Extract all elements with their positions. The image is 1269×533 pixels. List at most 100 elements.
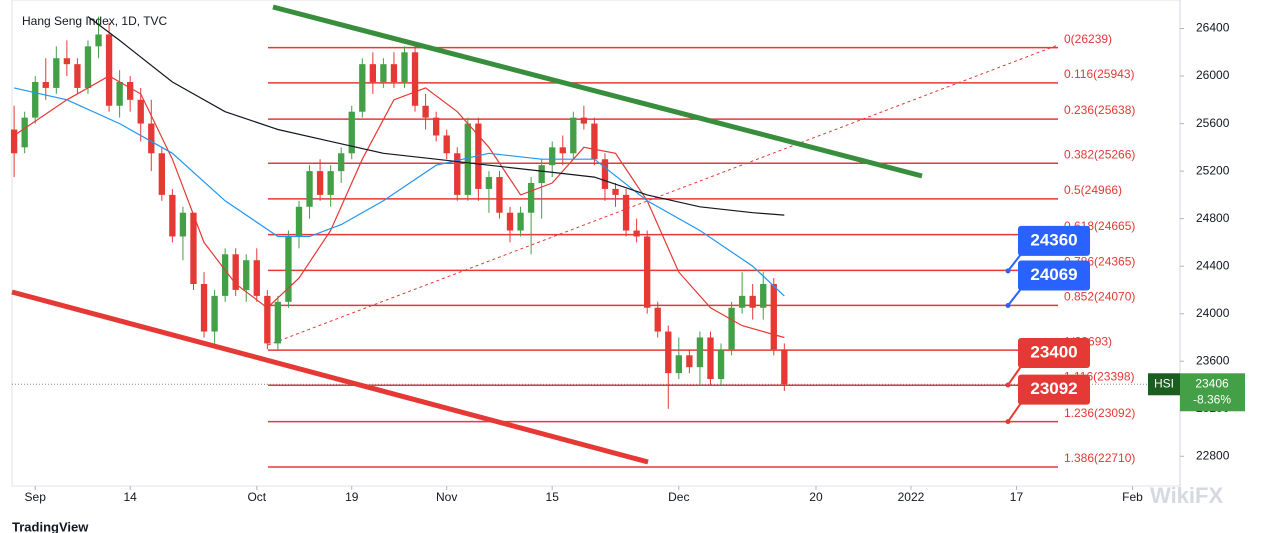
candle-body <box>95 34 102 47</box>
change-label: -8.36% <box>1193 392 1231 406</box>
candle-body <box>717 349 725 380</box>
candle-body <box>549 147 556 166</box>
y-tick-label: 22800 <box>1196 448 1230 462</box>
candle-body <box>105 34 113 106</box>
candle-body <box>738 295 746 308</box>
callout-anchor <box>1005 303 1011 309</box>
candle-body <box>348 111 355 154</box>
callout-anchor <box>1005 268 1011 274</box>
fib-label: 0(26239) <box>1064 32 1112 46</box>
candle-body <box>675 355 682 374</box>
candle-body <box>53 58 60 88</box>
callout-label: 24360 <box>1030 230 1077 249</box>
candle-body <box>517 212 524 231</box>
last-price-label: 23406 <box>1195 376 1229 390</box>
callout-connector <box>1007 286 1023 307</box>
candle-body <box>316 171 324 195</box>
callout-connector <box>1007 401 1023 423</box>
y-tick-label: 26000 <box>1196 68 1230 82</box>
fib-label: 1.236(23092) <box>1064 406 1135 420</box>
candle-body <box>665 331 672 374</box>
candle-body <box>200 283 208 332</box>
candle-body <box>591 123 598 160</box>
candle-body <box>781 349 788 385</box>
candle-body <box>21 117 28 148</box>
candle-body <box>580 117 588 124</box>
x-tick-label: 2022 <box>898 490 925 504</box>
candle-body <box>274 301 282 344</box>
x-tick-label: 15 <box>546 490 560 504</box>
candle-body <box>633 230 640 237</box>
fib-label: 1.386(22710) <box>1064 451 1135 465</box>
callout-box <box>1018 374 1090 405</box>
candle-body <box>116 81 123 106</box>
candle-body <box>485 177 493 189</box>
moving-average <box>87 16 785 216</box>
fib-label: 0.382(25266) <box>1064 147 1135 161</box>
candle-body <box>158 153 165 195</box>
candle-body <box>770 283 777 350</box>
callout-box <box>1018 337 1090 368</box>
candle-body <box>401 52 408 82</box>
candle-body <box>654 307 661 332</box>
callout-label: 24069 <box>1030 265 1077 284</box>
candle-body <box>527 182 535 213</box>
candle-body <box>63 58 71 65</box>
candle-body <box>644 236 651 308</box>
chart-title: Hang Seng Index, 1D, TVC <box>22 14 168 28</box>
fib-label: 0.5(24966) <box>1064 183 1122 197</box>
candle-body <box>622 194 630 231</box>
candle-body <box>264 295 271 344</box>
candle-body <box>338 153 345 172</box>
candle-body <box>137 99 144 124</box>
candle-body <box>179 212 187 237</box>
y-tick-label: 25600 <box>1196 116 1230 130</box>
trend-line-green <box>272 4 923 179</box>
trend-line-red <box>11 289 649 465</box>
candle-body <box>422 105 429 118</box>
callout-box <box>1018 260 1090 291</box>
candle-body <box>411 52 419 106</box>
candle-body <box>127 81 134 100</box>
symbol-badge <box>1148 373 1180 396</box>
candle-body <box>190 212 197 284</box>
candle-body <box>169 194 176 237</box>
candle-body <box>686 355 693 368</box>
x-tick-label: Oct <box>247 490 266 504</box>
callout-anchor <box>1005 419 1011 425</box>
x-tick-label: Dec <box>668 490 689 504</box>
plot-frame <box>11 0 1181 487</box>
candle-body <box>432 117 440 136</box>
y-tick-label: 24000 <box>1196 306 1230 320</box>
fib-label: 0.852(24070) <box>1064 290 1135 304</box>
candle-body <box>496 177 503 213</box>
y-tick-label: 24400 <box>1196 258 1230 272</box>
candle-body <box>570 117 577 154</box>
x-tick-label: Feb <box>1122 490 1143 504</box>
candle-body <box>506 212 514 231</box>
x-tick-label: 20 <box>809 490 823 504</box>
callout-anchor <box>1005 382 1011 388</box>
watermark: WikiFX <box>1150 483 1223 508</box>
y-tick-label: 24800 <box>1196 211 1230 225</box>
x-tick-label: Nov <box>436 490 457 504</box>
footer-logo: TradingView <box>12 519 89 533</box>
candle-body <box>285 236 292 302</box>
moving-average <box>13 75 785 339</box>
candle-body <box>464 123 471 195</box>
x-tick-label: Sep <box>25 490 47 504</box>
candle-body <box>538 165 545 183</box>
candle-body <box>443 135 450 154</box>
candle-body <box>32 81 39 118</box>
callout-box <box>1018 225 1090 256</box>
y-tick-label: 23600 <box>1196 353 1230 367</box>
candle-body <box>454 153 461 195</box>
candle-body <box>42 81 49 88</box>
candle-body <box>84 46 92 88</box>
candle-body <box>295 206 303 237</box>
candle-body <box>148 123 155 154</box>
candle-body <box>760 283 767 308</box>
fib-label: 0.236(25638) <box>1064 103 1135 117</box>
y-tick-label: 25200 <box>1196 163 1230 177</box>
